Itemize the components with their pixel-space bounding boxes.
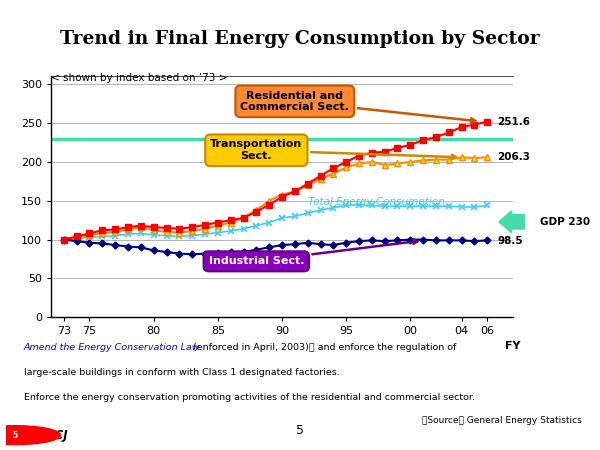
Text: Industrial Sect.: Industrial Sect. [209, 239, 418, 266]
Text: GDP 230: GDP 230 [541, 217, 590, 227]
Text: （Source） General Energy Statistics: （Source） General Energy Statistics [422, 416, 582, 425]
FancyArrow shape [499, 211, 524, 233]
Text: ECCJ: ECCJ [38, 429, 68, 441]
Text: < shown by index based on ’73 >: < shown by index based on ’73 > [51, 73, 227, 83]
Text: 206.3: 206.3 [497, 152, 530, 162]
Text: Transportation
Sect.: Transportation Sect. [210, 140, 456, 161]
Text: 5: 5 [296, 424, 304, 437]
Text: (enforced in April, 2003)， and enforce the regulation of: (enforced in April, 2003)， and enforce t… [193, 343, 457, 352]
Text: Total Energy Consumption: Total Energy Consumption [308, 197, 445, 207]
Circle shape [0, 426, 61, 445]
Text: 98.5: 98.5 [497, 236, 523, 246]
Text: 251.6: 251.6 [497, 117, 530, 127]
Text: FY: FY [505, 341, 521, 351]
Text: Trend in Final Energy Consumption by Sector: Trend in Final Energy Consumption by Sec… [60, 31, 540, 49]
Text: Amend the Energy Conservation Law: Amend the Energy Conservation Law [23, 343, 200, 352]
Text: Residential and
Commercial Sect.: Residential and Commercial Sect. [241, 90, 475, 123]
Text: Enforce the energy conservation promoting activities of the residential and comm: Enforce the energy conservation promotin… [23, 393, 475, 402]
Text: 5: 5 [13, 431, 18, 440]
Text: large-scale buildings in conform with Class 1 designated factories.: large-scale buildings in conform with Cl… [23, 368, 339, 377]
